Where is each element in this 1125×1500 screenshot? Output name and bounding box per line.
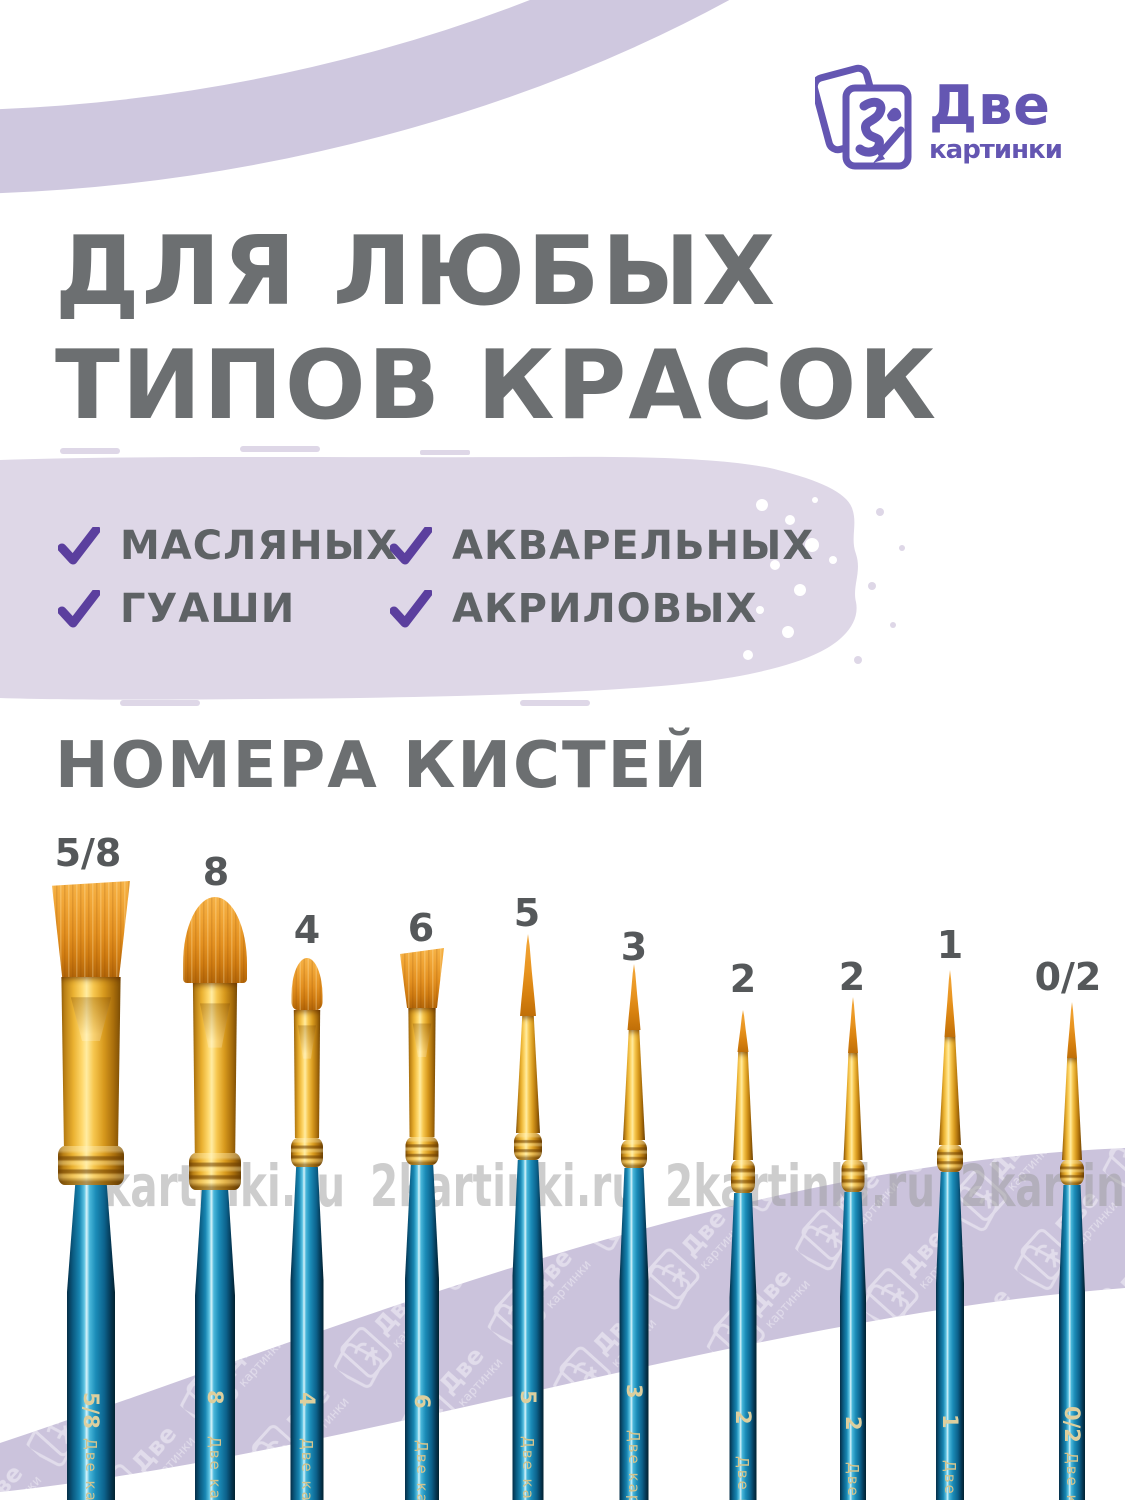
brush-numbers-heading: НОМЕРА КИСТЕЙ	[55, 729, 709, 803]
brush-bristles	[848, 997, 858, 1053]
checkmark-icon	[390, 590, 432, 628]
brush-crimp	[58, 1146, 124, 1185]
brush-handle: 8 Две картинки	[195, 1190, 235, 1500]
handle-brand-print: Две картинки	[1063, 1452, 1081, 1500]
brush-handle: 4 Две картинки	[290, 1167, 324, 1500]
handle-brand-print: Две картинки	[519, 1436, 537, 1500]
handle-size-print: 2	[731, 1410, 755, 1425]
handle-brand-print: Две картинки	[206, 1436, 224, 1500]
brush-size-label: 3	[620, 925, 648, 969]
brush-handle: 5/8 Две картинки	[67, 1185, 115, 1500]
handle-brand-print: Две картинки	[734, 1456, 752, 1500]
handle-brand-print: Две картинки	[941, 1460, 959, 1500]
brush-ferrule	[843, 1053, 863, 1160]
checkmark-icon	[390, 527, 432, 565]
handle-size-print: 2	[841, 1416, 865, 1431]
paint-type-item: АКВАРЕЛЬНЫХ	[390, 523, 814, 569]
handle-size-print: 0/2	[1060, 1406, 1084, 1443]
brush-size-label: 1	[936, 923, 964, 967]
brush-crimp	[291, 1138, 323, 1167]
handle-brand-print: Две картинки	[625, 1430, 643, 1500]
paint-type-label: МАСЛЯНЫХ	[120, 523, 398, 569]
checkmark-icon	[58, 527, 100, 565]
brush-ferrule	[61, 977, 121, 1146]
top-swoosh	[0, 0, 730, 194]
handle-size-print: 6	[410, 1394, 434, 1409]
brush-bristles	[1067, 1002, 1077, 1058]
handle-size-print: 1	[938, 1414, 962, 1429]
handle-brand-print: Две картинки	[298, 1438, 316, 1500]
brush-crimp	[731, 1160, 755, 1193]
brand-name-line1: Две	[929, 74, 1051, 137]
brush-handle: 1 Две картинки	[936, 1172, 964, 1500]
brush-crimp	[841, 1160, 865, 1192]
brush-crimp	[1060, 1160, 1084, 1185]
brush-size-label: 5	[513, 891, 541, 935]
main-heading-line2: ТИПОВ КРАСОК	[55, 331, 938, 441]
paint-stroke-band	[0, 446, 905, 706]
site-watermark: 2kartinki.ru	[665, 1152, 936, 1220]
paint-type-label: АКВАРЕЛЬНЫХ	[452, 523, 815, 569]
handle-size-print: 8	[203, 1390, 227, 1405]
brush-size-label: 8	[202, 850, 230, 894]
brush-size-label: 4	[293, 908, 321, 952]
brand-logo-icon	[815, 64, 912, 170]
brush-ferrule	[1062, 1058, 1082, 1160]
brand-logo: Две картинки	[815, 63, 1115, 178]
brush-size-label: 5/8	[54, 831, 122, 875]
paint-type-item: МАСЛЯНЫХ	[58, 523, 398, 569]
checkmark-icon	[58, 590, 100, 628]
brush-ferrule	[939, 1037, 961, 1145]
brush-handle: 2 Две картинки	[729, 1193, 757, 1500]
brush-crimp	[405, 1137, 439, 1165]
brush-ferrule	[192, 983, 238, 1153]
brush-bristles	[944, 970, 956, 1037]
brush-handle: 6 Две картинки	[405, 1165, 439, 1500]
brush-bristles	[400, 948, 444, 1008]
brush-handle: 3 Две картинки	[619, 1168, 649, 1500]
paint-type-label: ГУАШИ	[120, 586, 296, 632]
paint-type-item: АКРИЛОВЫХ	[390, 586, 757, 632]
brush-handle: 0/2 Две картинки	[1059, 1185, 1085, 1500]
brush-bristles	[291, 958, 323, 1010]
brush-size-label: 2	[838, 955, 866, 999]
brush-crimp	[514, 1133, 542, 1160]
brush-ferrule	[623, 1030, 645, 1140]
brush-crimp	[937, 1145, 963, 1172]
paint-type-label: АКРИЛОВЫХ	[452, 586, 758, 632]
handle-brand-print: Две картинки	[413, 1440, 431, 1500]
main-heading-line1: ДЛЯ ЛЮБЫХ	[55, 217, 778, 327]
brush-handle: 5 Две картинки	[512, 1160, 544, 1500]
brush-size-label: 6	[407, 906, 435, 950]
brand-name-line2: картинки	[929, 135, 1063, 165]
handle-size-print: 4	[295, 1392, 319, 1407]
brush-ferrule	[293, 1010, 321, 1138]
brush-crimp	[189, 1153, 241, 1190]
handle-size-print: 3	[622, 1384, 646, 1399]
handle-size-print: 5	[516, 1390, 540, 1405]
brush-bristles	[737, 1010, 749, 1052]
handle-brand-print: Две картинки	[82, 1438, 100, 1500]
handle-size-print: 5/8	[79, 1392, 103, 1429]
brush-size-label: 2	[729, 957, 757, 1001]
brush-bristles	[52, 881, 130, 977]
brush-size-label: 0/2	[1034, 955, 1102, 999]
paint-type-item: ГУАШИ	[58, 586, 295, 632]
brush-ferrule	[733, 1052, 753, 1160]
brush-ferrule	[408, 1008, 436, 1137]
brush-crimp	[621, 1140, 647, 1168]
handle-brand-print: Две картинки	[844, 1462, 862, 1500]
site-watermark: 2kartinki.ru	[960, 1152, 1125, 1220]
brush-handle: 2 Две картинки	[840, 1192, 866, 1500]
